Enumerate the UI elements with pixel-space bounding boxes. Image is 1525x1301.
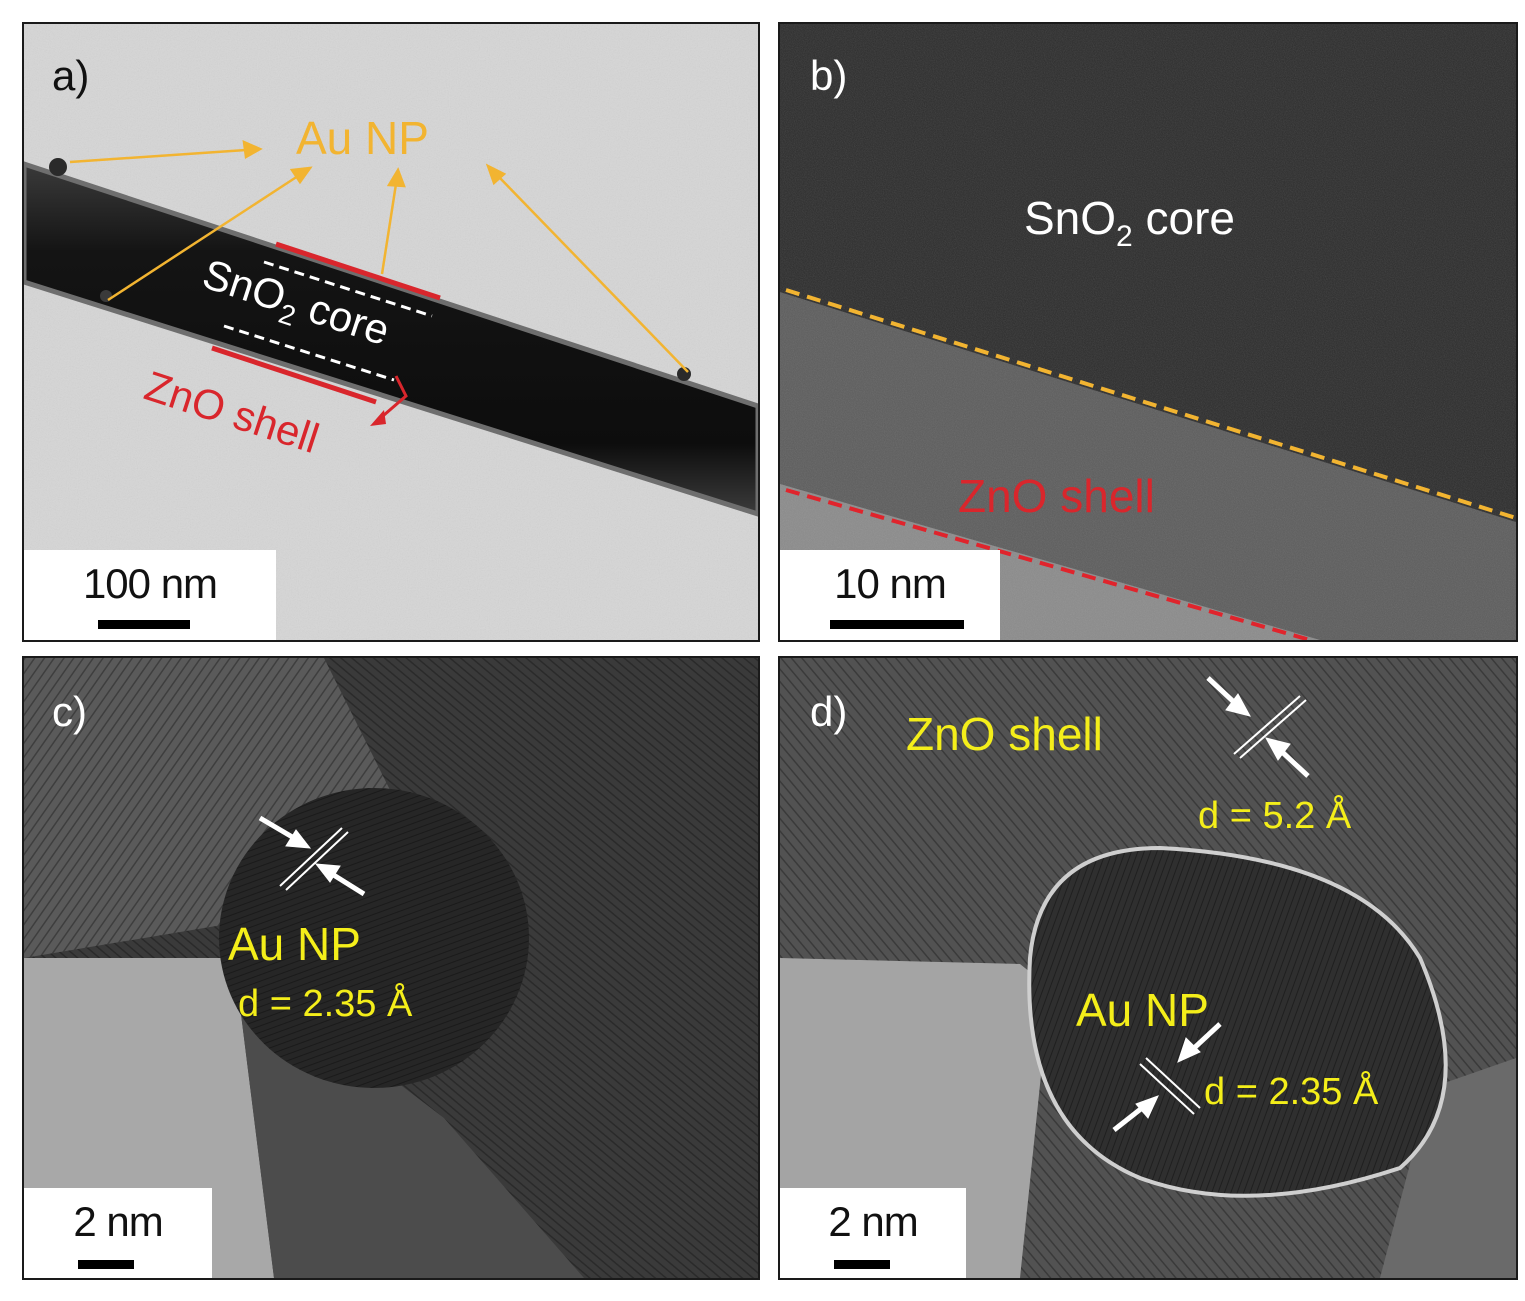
scale-box: 10 nm bbox=[780, 550, 1000, 640]
zno-shell-line bbox=[275, 241, 441, 301]
panel-d-image: d) ZnO shell d = 5.2 Å Au NP d = 2.35 Å bbox=[780, 658, 1516, 1278]
core-boundary-dash bbox=[263, 260, 433, 318]
support-edge bbox=[1380, 1058, 1516, 1278]
shell-arrowhead bbox=[370, 410, 386, 426]
panel-c-label: c) bbox=[52, 688, 87, 735]
au-nanoparticle bbox=[219, 788, 529, 1088]
scale-box: 2 nm bbox=[780, 1188, 966, 1278]
panel-b-label: b) bbox=[810, 52, 847, 99]
panel-d: d) ZnO shell d = 5.2 Å Au NP d = 2.35 Å … bbox=[778, 656, 1518, 1280]
shell-label: ZnO shell bbox=[958, 470, 1155, 522]
lattice-arrows bbox=[258, 815, 366, 897]
scale-bar bbox=[830, 620, 964, 629]
au-np-arrows bbox=[69, 139, 689, 373]
d-shell-label: d = 5.2 Å bbox=[1198, 793, 1352, 837]
panel-b: b) SnO2 core ZnO shell 10 nm bbox=[778, 22, 1518, 642]
panel-c-image: c) Au NP d = 2.35 Å bbox=[24, 658, 758, 1278]
au-nanoparticle bbox=[100, 290, 112, 302]
zno-shell-line bbox=[211, 345, 377, 405]
scale-label: 10 nm bbox=[834, 560, 947, 607]
panel-c: c) Au NP d = 2.35 Å 2 nm bbox=[22, 656, 760, 1280]
d-spacing-label: d = 2.35 Å bbox=[238, 981, 413, 1025]
d-np-label: d = 2.35 Å bbox=[1204, 1069, 1379, 1113]
scale-bar bbox=[834, 1260, 890, 1269]
panel-d-label: d) bbox=[810, 688, 847, 735]
lattice-arrows bbox=[1112, 1022, 1222, 1132]
zno-shell-label: ZnO shell bbox=[906, 708, 1103, 760]
au-np-label: Au NP bbox=[228, 918, 361, 970]
scale-box: 100 nm bbox=[24, 550, 276, 640]
scale-bar bbox=[98, 620, 190, 629]
scale-label: 2 nm bbox=[828, 1198, 918, 1245]
shell-arrow bbox=[375, 375, 408, 424]
panel-a-image: a) Au NP SnO2 core ZnO shell bbox=[24, 24, 758, 640]
lattice-marker bbox=[1139, 1057, 1201, 1115]
panel-b-image: b) SnO2 core ZnO shell bbox=[780, 24, 1516, 640]
lattice-arrows bbox=[1206, 676, 1310, 778]
scale-box: 2 nm bbox=[24, 1188, 212, 1278]
au-np-label: Au NP bbox=[1076, 984, 1209, 1036]
scale-bar bbox=[78, 1260, 134, 1269]
au-nanoparticle bbox=[1027, 845, 1448, 1198]
panel-a-label: a) bbox=[52, 52, 89, 99]
core-boundary-dash bbox=[223, 324, 395, 382]
nanorod-shape bbox=[24, 161, 758, 517]
scale-label: 2 nm bbox=[73, 1198, 163, 1245]
shell-surface-line bbox=[785, 488, 1311, 640]
au-nanoparticle bbox=[49, 158, 67, 176]
core-label: SnO2 core bbox=[1024, 192, 1235, 253]
au-np-label: Au NP bbox=[296, 112, 429, 164]
core-shell-interface bbox=[785, 288, 1516, 520]
scale-label: 100 nm bbox=[82, 560, 218, 607]
panel-a: a) Au NP SnO2 core ZnO shell 100 nm bbox=[22, 22, 760, 642]
lattice-marker bbox=[1233, 695, 1307, 759]
lattice-marker bbox=[279, 827, 349, 891]
